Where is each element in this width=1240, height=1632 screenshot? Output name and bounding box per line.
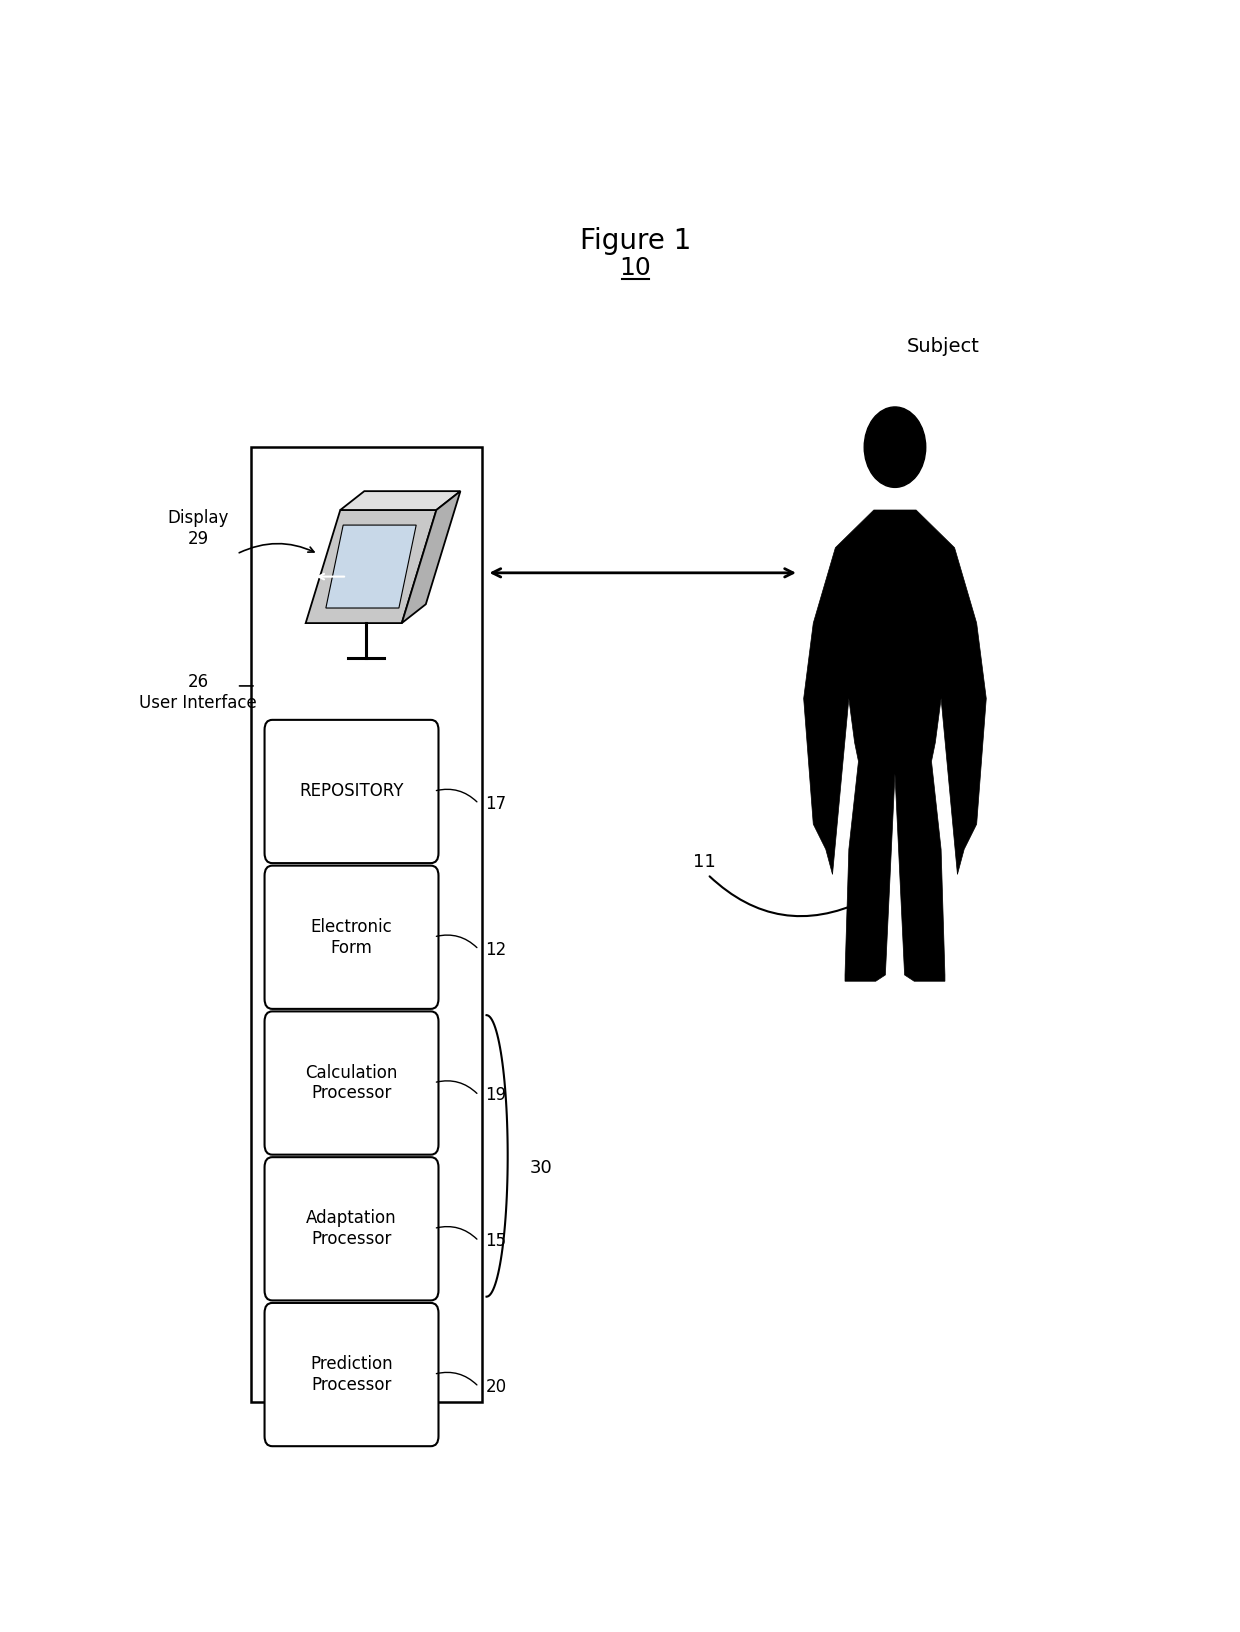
FancyBboxPatch shape — [264, 1302, 439, 1446]
Polygon shape — [306, 509, 436, 623]
Text: 11: 11 — [693, 854, 715, 871]
Text: Electronic
Form: Electronic Form — [311, 917, 392, 956]
Text: Display
29: Display 29 — [167, 509, 229, 548]
Text: 20: 20 — [486, 1377, 507, 1395]
Text: 12: 12 — [486, 940, 507, 958]
Text: Prediction
Processor: Prediction Processor — [310, 1355, 393, 1394]
Text: Figure 1: Figure 1 — [580, 227, 691, 255]
Polygon shape — [402, 491, 460, 623]
FancyBboxPatch shape — [264, 865, 439, 1009]
Text: 19: 19 — [486, 1087, 507, 1105]
Text: Adaptation
Processor: Adaptation Processor — [306, 1209, 397, 1248]
Polygon shape — [340, 491, 460, 509]
FancyBboxPatch shape — [264, 1157, 439, 1301]
Text: 10: 10 — [620, 256, 651, 281]
Bar — [250, 447, 481, 1402]
Text: 17: 17 — [486, 795, 507, 813]
Text: 30: 30 — [529, 1159, 553, 1177]
Polygon shape — [326, 526, 417, 609]
Text: Calculation
Processor: Calculation Processor — [305, 1064, 398, 1103]
Text: REPOSITORY: REPOSITORY — [299, 782, 404, 800]
Polygon shape — [804, 509, 986, 981]
Circle shape — [864, 406, 926, 488]
FancyBboxPatch shape — [264, 720, 439, 863]
Text: 26
User Interface: 26 User Interface — [139, 672, 257, 712]
FancyBboxPatch shape — [264, 1012, 439, 1155]
Text: 15: 15 — [486, 1232, 507, 1250]
Text: Subject: Subject — [906, 338, 980, 356]
